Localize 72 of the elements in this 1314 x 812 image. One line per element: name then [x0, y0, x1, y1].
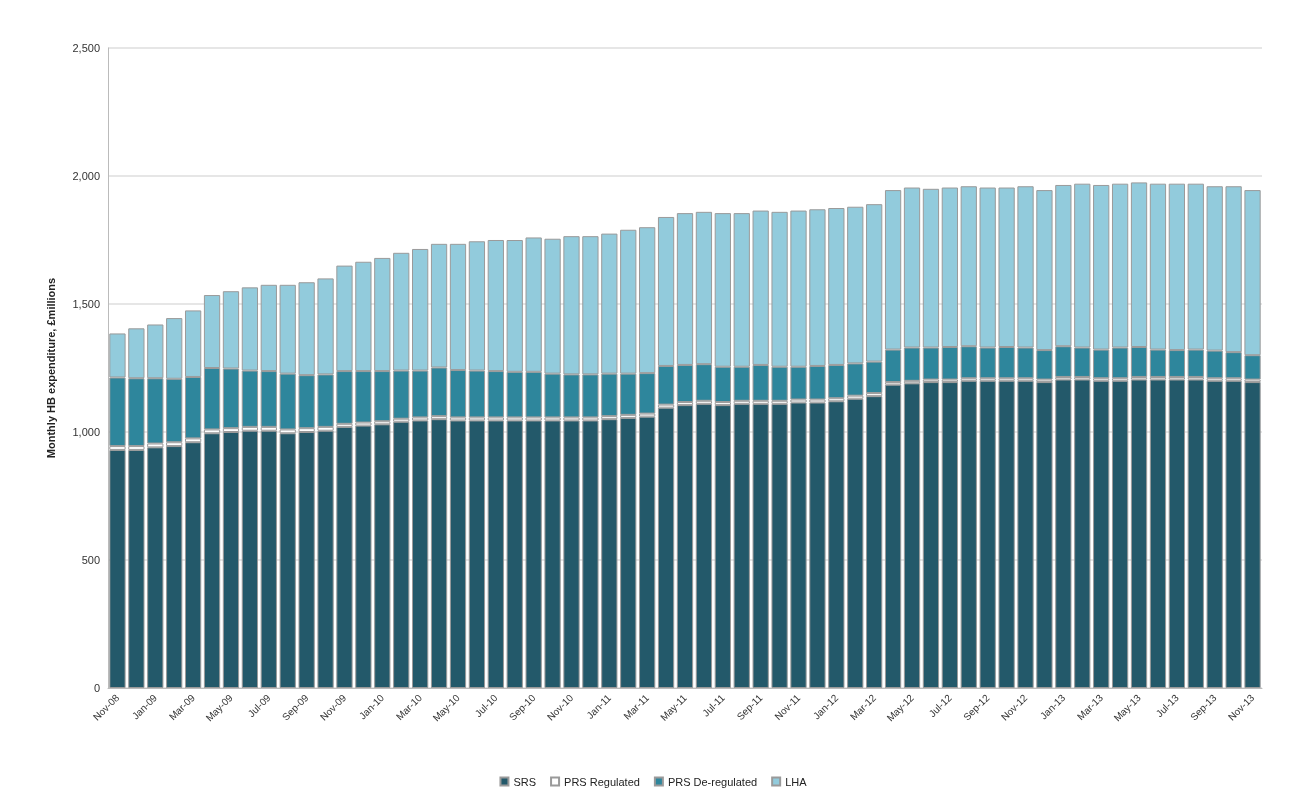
y-tick-label: 1,500	[72, 298, 100, 310]
bar	[847, 398, 864, 688]
bar	[639, 416, 656, 688]
y-tick-label: 500	[81, 554, 100, 566]
bar	[412, 420, 429, 688]
bar	[468, 420, 486, 688]
bar	[222, 432, 240, 688]
y-tick-label: 1,000	[72, 426, 100, 438]
bar	[1074, 379, 1091, 688]
bar	[960, 380, 977, 688]
bar	[1036, 382, 1053, 688]
legend-label: PRS De-regulated	[667, 775, 758, 788]
bar	[298, 432, 315, 688]
bar	[922, 382, 940, 688]
bar	[866, 396, 883, 688]
bar	[1168, 379, 1185, 688]
bar	[752, 403, 769, 688]
bar	[109, 449, 126, 688]
bar	[506, 420, 523, 688]
bar	[695, 403, 713, 688]
bar	[1244, 382, 1261, 688]
bar	[449, 420, 467, 688]
bar	[998, 380, 1015, 688]
y-axis-title: Monthly HB expenditure, £millions	[44, 277, 57, 459]
y-tick-label: 0	[93, 682, 100, 694]
bar	[1187, 379, 1204, 688]
bar	[903, 383, 921, 688]
bar	[393, 421, 410, 688]
bar	[374, 424, 391, 688]
bar	[601, 419, 618, 688]
bar	[620, 417, 637, 688]
bar	[203, 433, 221, 688]
bar	[1111, 380, 1129, 688]
bar	[979, 380, 996, 688]
legend-label: PRS Regulated	[564, 775, 640, 788]
bar	[828, 401, 845, 688]
bar	[1093, 380, 1110, 688]
bar	[128, 449, 145, 688]
bar	[733, 403, 750, 688]
bar	[166, 446, 183, 688]
bar	[544, 420, 561, 688]
bar	[279, 433, 296, 688]
y-tick-label: 2,500	[72, 42, 100, 54]
bar	[317, 430, 334, 688]
bar	[525, 420, 542, 688]
bar	[430, 419, 448, 688]
bar	[563, 420, 580, 688]
bar	[809, 402, 826, 688]
bar	[185, 442, 202, 688]
bar	[582, 420, 599, 688]
bar	[241, 430, 259, 688]
legend-label: SRS	[513, 775, 537, 788]
bar	[487, 420, 504, 688]
bar	[1206, 380, 1223, 688]
bar	[771, 403, 788, 688]
bar	[657, 407, 675, 688]
bar	[260, 430, 277, 688]
bar	[1055, 379, 1072, 688]
bar	[941, 382, 958, 688]
y-tick-label: 2,000	[72, 170, 100, 182]
bar	[1130, 379, 1148, 688]
bar	[355, 425, 372, 688]
bar	[676, 405, 694, 688]
bar	[336, 426, 353, 688]
bar	[884, 384, 902, 688]
bar	[1017, 380, 1034, 688]
bar	[147, 447, 164, 688]
bar	[714, 405, 731, 688]
bar	[1149, 379, 1167, 688]
legend-label: LHA	[785, 775, 808, 788]
bar	[1225, 380, 1242, 688]
bar	[790, 402, 807, 688]
